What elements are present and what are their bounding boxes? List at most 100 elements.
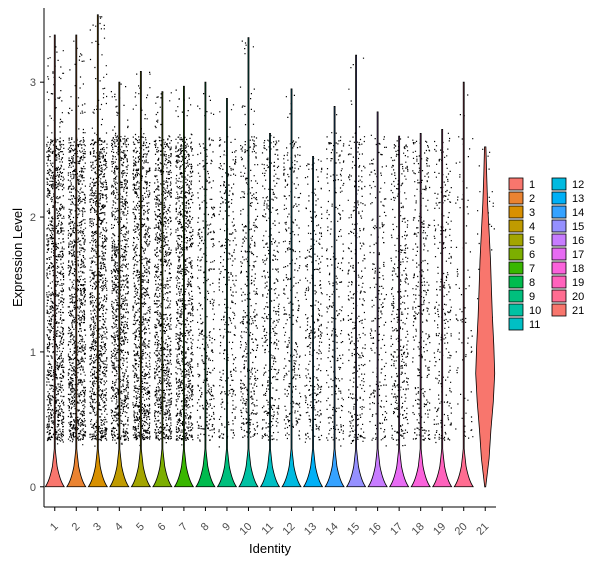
x-tick-label: 11 xyxy=(260,521,277,538)
legend-label: 21 xyxy=(572,305,584,317)
legend-label: 16 xyxy=(572,235,584,247)
x-tick-label: 14 xyxy=(324,521,341,538)
legend-item-16: 16 xyxy=(551,233,584,247)
legend-swatch xyxy=(508,191,524,205)
legend-item-15: 15 xyxy=(551,219,584,233)
legend-swatch xyxy=(551,289,567,303)
x-ticks: 1 2 3 4 5 6 7 8 9 10 11 12 13 14 15 16 17 18 19 20 21 xyxy=(48,507,491,538)
points-cluster-3 xyxy=(89,16,108,447)
x-tick-label: 18 xyxy=(410,521,427,538)
legend-label: 12 xyxy=(572,179,584,191)
legend-swatch xyxy=(508,275,524,289)
x-tick-label: 15 xyxy=(345,521,362,538)
violin-17 xyxy=(388,135,410,488)
points-cluster-12 xyxy=(282,94,302,440)
legend-item-21: 21 xyxy=(551,303,584,317)
legend-label: 14 xyxy=(572,207,584,219)
x-tick-label: 3 xyxy=(91,521,104,534)
legend-label: 8 xyxy=(529,277,535,289)
violin-6 xyxy=(152,91,173,488)
violin-15 xyxy=(345,54,367,488)
legend-item-5: 5 xyxy=(508,233,535,247)
y-axis-label: Expression Level xyxy=(10,208,25,307)
legend-item-6: 6 xyxy=(508,247,535,261)
legend-swatch xyxy=(508,289,524,303)
violin-7 xyxy=(173,85,195,488)
legend-label: 6 xyxy=(529,249,535,261)
x-tick-label: 16 xyxy=(367,521,384,538)
x-tick-label: 9 xyxy=(220,521,233,534)
x-tick-label: 10 xyxy=(237,521,254,538)
legend-swatch xyxy=(551,205,567,219)
legend-swatch xyxy=(508,261,524,275)
violin-4 xyxy=(109,81,130,488)
legend-swatch xyxy=(551,247,567,261)
violin-2 xyxy=(66,34,87,488)
legend-label: 3 xyxy=(529,207,535,219)
legend-swatch xyxy=(508,317,524,331)
legend-label: 4 xyxy=(529,221,535,233)
legend-item-12: 12 xyxy=(551,177,584,191)
points-cluster-9 xyxy=(218,104,237,448)
legend-swatch xyxy=(508,303,524,317)
points-cluster-11 xyxy=(261,135,280,441)
legend-item-2: 2 xyxy=(508,191,535,205)
legend-swatch xyxy=(508,219,524,233)
y-tick-label: 1 xyxy=(30,347,36,359)
legend-item-20: 20 xyxy=(551,289,584,303)
violins xyxy=(44,14,496,488)
points-cluster-10 xyxy=(239,40,259,438)
legend-swatch xyxy=(551,191,567,205)
legend-swatch xyxy=(508,247,524,261)
y-tick-label: 3 xyxy=(30,77,36,89)
legend-label: 13 xyxy=(572,193,584,205)
x-axis-label: Identity xyxy=(249,541,291,556)
legend-item-8: 8 xyxy=(508,275,535,289)
x-tick-label: 8 xyxy=(199,521,212,534)
y-tick-label: 0 xyxy=(30,482,36,494)
violin-3 xyxy=(87,14,109,488)
violin-10 xyxy=(238,37,259,488)
legend-label: 20 xyxy=(572,291,584,303)
legend-swatch xyxy=(551,219,567,233)
x-tick-label: 6 xyxy=(156,521,169,534)
legend-item-11: 11 xyxy=(508,317,540,331)
legend-item-4: 4 xyxy=(508,219,535,233)
points-cluster-17 xyxy=(390,136,409,447)
legend-swatch xyxy=(551,303,567,317)
violin-12 xyxy=(281,88,302,488)
x-tick-label: 17 xyxy=(388,521,405,538)
legend-label: 11 xyxy=(529,319,540,331)
points-cluster-15 xyxy=(347,57,366,444)
legend-label: 5 xyxy=(529,235,535,247)
legend-item-3: 3 xyxy=(508,205,535,219)
legend-item-18: 18 xyxy=(551,261,584,275)
legend-item-19: 19 xyxy=(551,275,584,289)
violin-14 xyxy=(324,106,345,488)
legend-item-9: 9 xyxy=(508,289,535,303)
legend-label: 9 xyxy=(529,291,535,303)
legend-swatch xyxy=(508,177,524,191)
violin-18 xyxy=(410,133,431,488)
x-tick-label: 7 xyxy=(177,521,190,534)
legend-swatch xyxy=(508,205,524,219)
violin-11 xyxy=(259,133,281,488)
points-cluster-6 xyxy=(153,91,173,444)
legend-item-17: 17 xyxy=(551,247,584,261)
x-tick-label: 2 xyxy=(70,521,83,534)
points-cluster-1 xyxy=(46,36,65,445)
x-tick-label: 5 xyxy=(134,521,147,534)
legend-label: 7 xyxy=(529,263,535,275)
legend-label: 10 xyxy=(529,305,541,317)
x-tick-label: 1 xyxy=(48,521,61,534)
legend-item-7: 7 xyxy=(508,261,535,275)
legend-label: 1 xyxy=(529,179,535,191)
legend-swatch xyxy=(551,275,567,289)
points-cluster-2 xyxy=(67,40,87,446)
legend-swatch xyxy=(551,261,567,275)
legend-item-10: 10 xyxy=(508,303,541,317)
legend-swatch xyxy=(508,233,524,247)
legend-swatch xyxy=(551,177,567,191)
violin-16 xyxy=(367,111,388,488)
